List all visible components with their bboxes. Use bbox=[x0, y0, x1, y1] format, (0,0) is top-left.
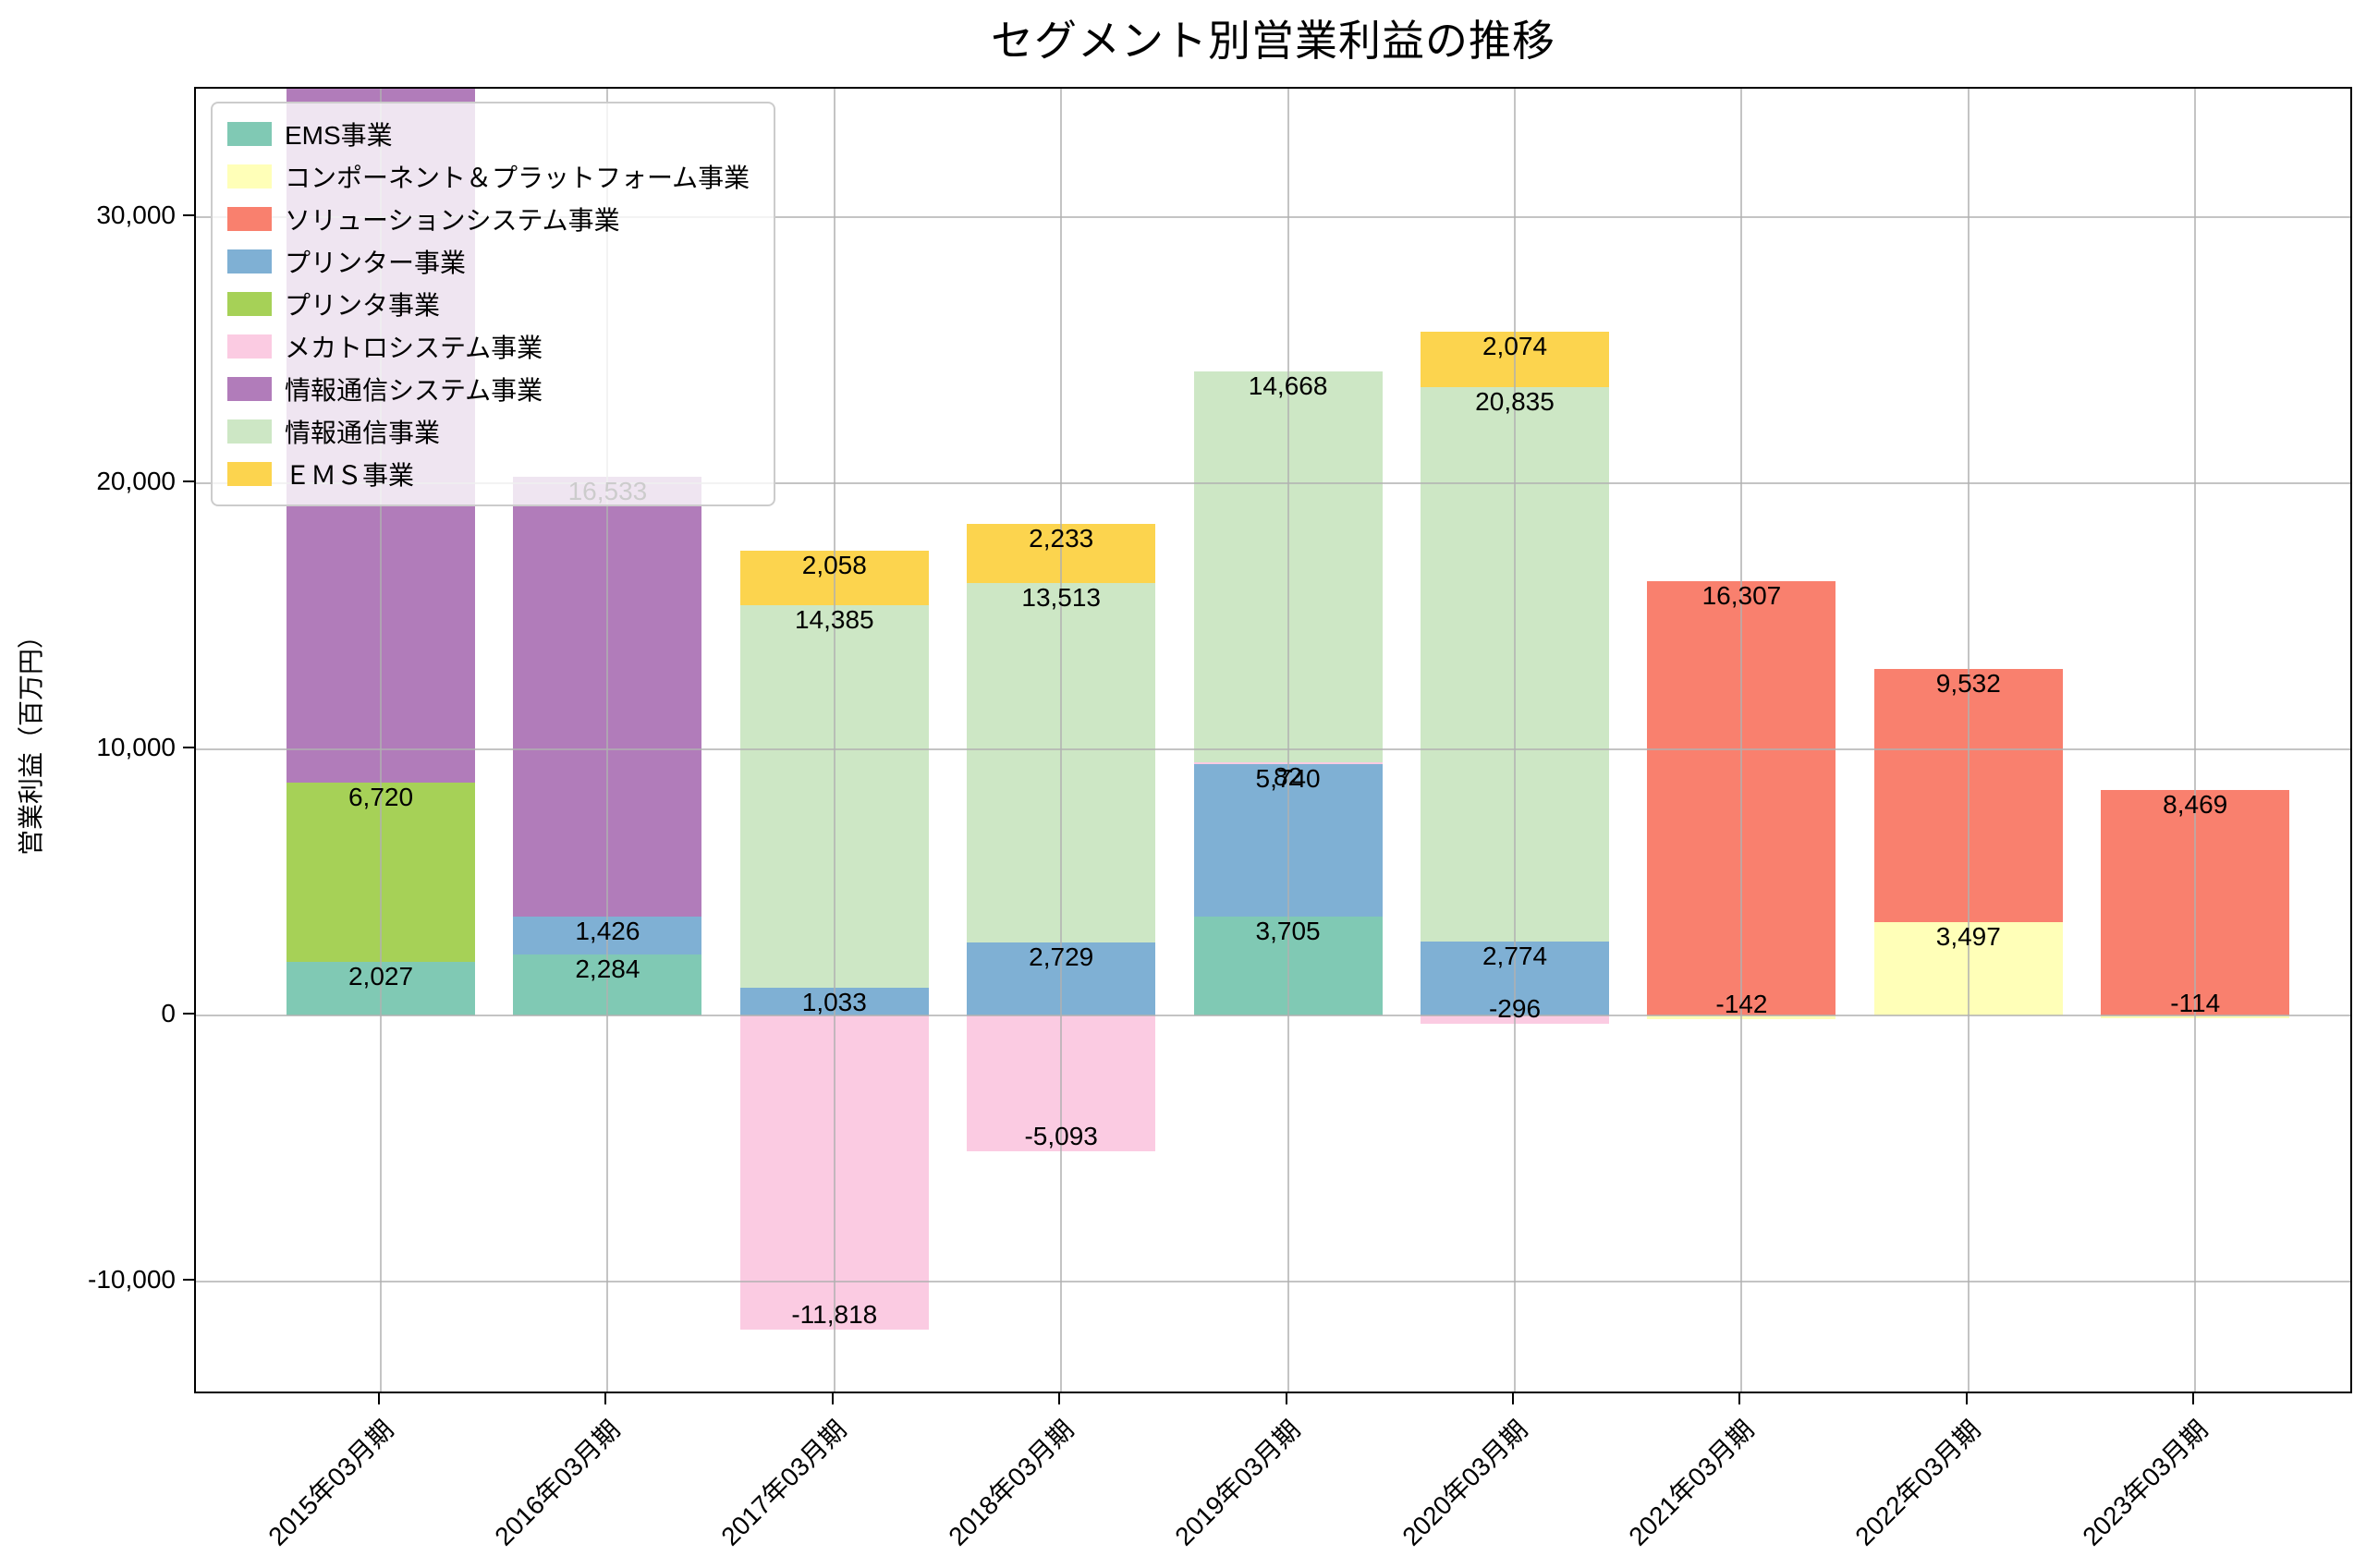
value-label: 1,033 bbox=[801, 988, 867, 1017]
legend-item-3: プリンター事業 bbox=[227, 240, 750, 283]
legend-label: プリンター事業 bbox=[285, 249, 467, 277]
legend-label: ＥＭＳ事業 bbox=[285, 461, 415, 490]
gridline-horizontal bbox=[196, 1015, 2350, 1017]
value-label: 2,058 bbox=[801, 550, 867, 579]
x-tick-label: 2019年03月期 bbox=[1169, 1415, 1306, 1551]
legend-label: 情報通信システム事業 bbox=[285, 376, 543, 405]
y-tick-mark bbox=[183, 1279, 194, 1282]
gridline-vertical bbox=[1740, 89, 1743, 1392]
x-tick-mark bbox=[1965, 1393, 1968, 1404]
y-tick-mark bbox=[183, 214, 194, 217]
value-label: 20,835 bbox=[1475, 387, 1555, 417]
legend-label: ソリューションシステム事業 bbox=[285, 206, 620, 235]
value-label: 8,469 bbox=[2163, 790, 2228, 820]
legend-item-7: 情報通信事業 bbox=[227, 410, 750, 453]
gridline-vertical bbox=[1514, 89, 1516, 1392]
value-label: 13,513 bbox=[1021, 583, 1102, 613]
gridline-vertical bbox=[1287, 89, 1289, 1392]
legend-swatch bbox=[227, 249, 272, 273]
value-label: 3,705 bbox=[1255, 917, 1321, 946]
legend-item-5: メカトロシステム事業 bbox=[227, 325, 750, 368]
value-label: 2,284 bbox=[575, 954, 640, 984]
value-label: 2,233 bbox=[1029, 523, 1094, 553]
value-label: -114 bbox=[2170, 989, 2221, 1018]
legend-item-8: ＥＭＳ事業 bbox=[227, 453, 750, 495]
x-tick-mark bbox=[1738, 1393, 1741, 1404]
gridline-vertical bbox=[2194, 89, 2197, 1392]
y-tick-mark bbox=[183, 747, 194, 749]
legend-swatch bbox=[227, 462, 272, 486]
x-tick-label: 2020年03月期 bbox=[1396, 1415, 1533, 1551]
legend-label: プリンタ事業 bbox=[285, 291, 441, 320]
value-label: 16,307 bbox=[1701, 581, 1782, 611]
gridline-vertical bbox=[1967, 89, 1970, 1392]
legend: EMS事業コンポーネント＆プラットフォーム事業 ソリューションシステム事業 プリンタ… bbox=[211, 102, 776, 506]
value-label: 9,532 bbox=[1935, 668, 2001, 698]
legend-swatch bbox=[227, 334, 272, 359]
value-label: 6,720 bbox=[348, 783, 414, 812]
value-label: 2,774 bbox=[1482, 942, 1548, 971]
value-label: 82 bbox=[1274, 761, 1303, 791]
value-label: 5,740 bbox=[1255, 764, 1321, 794]
x-tick-label: 2018年03月期 bbox=[943, 1415, 1079, 1551]
value-label: -5,093 bbox=[1024, 1121, 1098, 1150]
gridline-horizontal bbox=[196, 748, 2350, 751]
x-tick-mark bbox=[1058, 1393, 1061, 1404]
chart-title: セグメント別営業利益の推移 bbox=[991, 17, 1555, 65]
x-tick-mark bbox=[831, 1393, 834, 1404]
value-label: -142 bbox=[1715, 990, 1768, 1019]
value-label: 14,385 bbox=[794, 605, 874, 635]
x-tick-label: 2021年03月期 bbox=[1623, 1415, 1760, 1551]
value-label: 3,497 bbox=[1935, 922, 2001, 952]
value-label: -11,818 bbox=[791, 1300, 878, 1330]
value-label: 2,729 bbox=[1029, 942, 1094, 972]
legend-swatch bbox=[227, 122, 272, 146]
gridline-vertical bbox=[1060, 89, 1063, 1392]
legend-swatch bbox=[227, 292, 272, 316]
x-tick-mark bbox=[1285, 1393, 1287, 1404]
gridline-horizontal bbox=[196, 482, 2350, 485]
legend-swatch bbox=[227, 207, 272, 231]
x-tick-mark bbox=[2192, 1393, 2195, 1404]
y-tick-label: 10,000 bbox=[96, 733, 176, 762]
gridline-vertical bbox=[380, 89, 382, 1392]
y-tick-mark bbox=[183, 480, 194, 483]
x-tick-mark bbox=[1512, 1393, 1514, 1404]
value-label: 2,074 bbox=[1482, 332, 1548, 361]
legend-swatch bbox=[227, 419, 272, 444]
y-tick-label: 0 bbox=[161, 999, 176, 1028]
gridline-horizontal bbox=[196, 216, 2350, 219]
x-tick-label: 2016年03月期 bbox=[489, 1415, 626, 1551]
legend-label: 情報通信事業 bbox=[285, 419, 441, 447]
gridline-vertical bbox=[606, 89, 609, 1392]
y-tick-mark bbox=[183, 1013, 194, 1015]
legend-item-4: プリンタ事業 bbox=[227, 283, 750, 325]
gridline-vertical bbox=[833, 89, 835, 1392]
value-label: 1,426 bbox=[575, 917, 640, 946]
legend-item-1: コンポーネント＆プラットフォーム事業 bbox=[227, 155, 750, 198]
x-tick-mark bbox=[378, 1393, 380, 1404]
y-tick-label: 20,000 bbox=[96, 467, 176, 496]
value-label: 2,027 bbox=[348, 961, 414, 991]
legend-swatch bbox=[227, 164, 272, 188]
x-tick-label: 2022年03月期 bbox=[1849, 1415, 1987, 1551]
legend-item-2: ソリューションシステム事業 bbox=[227, 198, 750, 240]
legend-label: EMS事業 bbox=[285, 121, 393, 150]
x-tick-mark bbox=[604, 1393, 607, 1404]
legend-label: コンポーネント＆プラットフォーム事業 bbox=[285, 164, 750, 192]
x-tick-label: 2015年03月期 bbox=[262, 1415, 399, 1551]
x-tick-label: 2017年03月期 bbox=[715, 1415, 853, 1551]
y-tick-label: -10,000 bbox=[88, 1265, 176, 1295]
plot-area: 2,0276,72028,0002,2841,42616,5331,033-11… bbox=[194, 87, 2352, 1393]
legend-label: メカトロシステム事業 bbox=[285, 334, 543, 362]
legend-item-6: 情報通信システム事業 bbox=[227, 368, 750, 410]
value-label: -296 bbox=[1488, 993, 1542, 1023]
gridline-horizontal bbox=[196, 1281, 2350, 1283]
x-tick-label: 2023年03月期 bbox=[2077, 1415, 2214, 1551]
legend-swatch bbox=[227, 377, 272, 401]
y-tick-label: 30,000 bbox=[96, 201, 176, 230]
value-label: 14,668 bbox=[1248, 371, 1328, 401]
legend-item-0: EMS事業 bbox=[227, 113, 750, 155]
